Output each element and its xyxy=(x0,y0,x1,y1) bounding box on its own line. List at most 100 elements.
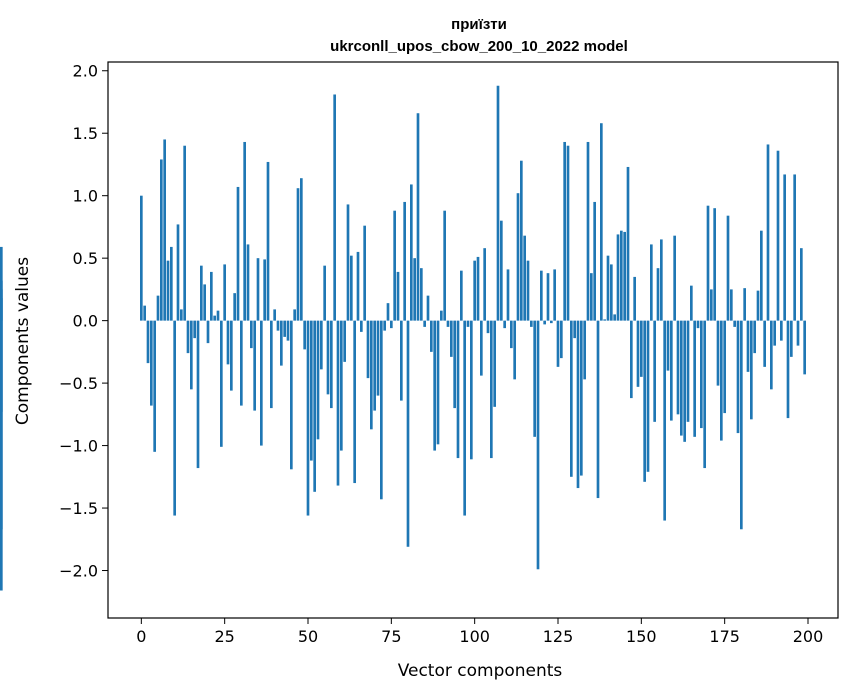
bar-83 xyxy=(416,113,420,321)
bar-76 xyxy=(393,210,396,321)
bar-36 xyxy=(260,320,263,446)
x-tick-label: 75 xyxy=(381,627,401,646)
bar-21 xyxy=(210,271,213,321)
bar-165 xyxy=(690,285,693,321)
bar-173 xyxy=(716,320,720,386)
bar-74 xyxy=(386,303,390,321)
bar-30 xyxy=(240,320,243,406)
bar-133 xyxy=(583,320,586,380)
bar-113 xyxy=(516,193,520,321)
bar-186 xyxy=(760,230,763,321)
bar-142 xyxy=(613,314,616,321)
bar-14 xyxy=(186,320,190,354)
bar-20 xyxy=(206,320,210,344)
bar-undefined xyxy=(0,246,3,321)
x-tick-label: 150 xyxy=(626,627,657,646)
bar-2 xyxy=(146,320,150,364)
bar-79 xyxy=(403,201,406,321)
bar-95 xyxy=(456,320,460,459)
bar-131 xyxy=(576,320,580,489)
bar-102 xyxy=(480,320,483,376)
x-axis-ticks: 0 25 50 75 100 125 150 175 200 xyxy=(136,618,823,646)
bar-15 xyxy=(190,320,193,390)
bar-85 xyxy=(423,320,426,327)
bar-156 xyxy=(660,239,663,321)
bar-undefined xyxy=(0,320,3,591)
bar-4 xyxy=(153,320,156,452)
x-tick-label: 200 xyxy=(793,627,824,646)
bar-43 xyxy=(283,320,286,337)
bar-49 xyxy=(303,320,306,350)
bar-73 xyxy=(383,320,386,331)
bar-65 xyxy=(356,251,360,321)
bar-0 xyxy=(140,195,143,321)
bar-162 xyxy=(680,320,683,436)
bar-25 xyxy=(223,264,226,321)
bar-180 xyxy=(740,320,743,530)
plot-frame xyxy=(107,61,839,619)
bar-115 xyxy=(523,235,526,321)
bar-140 xyxy=(606,255,610,321)
bar-130 xyxy=(573,320,576,339)
bar-184 xyxy=(753,320,756,354)
bar-47 xyxy=(296,188,300,321)
bar-119 xyxy=(536,320,540,570)
bar-148 xyxy=(633,276,636,321)
bar-106 xyxy=(493,320,496,407)
bar-41 xyxy=(276,320,280,331)
bar-167 xyxy=(696,320,700,329)
bar-46 xyxy=(293,309,296,321)
bar-108 xyxy=(500,220,503,321)
y-tick-label: 1.5 xyxy=(73,124,98,143)
bar-191 xyxy=(776,150,780,321)
bar-124 xyxy=(553,269,556,321)
bar-35 xyxy=(256,258,260,321)
bar-94 xyxy=(453,320,456,409)
bar-175 xyxy=(723,320,726,414)
bar-105 xyxy=(490,320,493,459)
bar-126 xyxy=(560,320,563,359)
bar-111 xyxy=(510,320,513,349)
bar-169 xyxy=(703,320,706,469)
bar-179 xyxy=(736,320,740,434)
bar-103 xyxy=(483,248,486,321)
bar-196 xyxy=(793,174,796,321)
bar-undefined xyxy=(0,298,3,321)
bar-160 xyxy=(673,235,676,321)
bar-38 xyxy=(266,161,270,321)
bar-19 xyxy=(203,284,206,321)
bar-101 xyxy=(476,256,480,321)
bar-122 xyxy=(546,273,550,321)
bar-59 xyxy=(336,320,340,486)
bar-141 xyxy=(610,264,613,321)
bar-97 xyxy=(463,320,466,516)
bar-163 xyxy=(683,320,686,442)
bar-78 xyxy=(400,320,403,401)
y-tick-label: −0.5 xyxy=(59,374,98,393)
bar-77 xyxy=(396,271,400,321)
bar-143 xyxy=(616,234,620,321)
bar-197 xyxy=(796,320,800,346)
bar-44 xyxy=(286,320,290,341)
bar-154 xyxy=(653,320,656,422)
bar-34 xyxy=(253,320,256,411)
bar-112 xyxy=(513,320,516,380)
x-tick-label: 175 xyxy=(709,627,740,646)
bar-146 xyxy=(626,166,630,321)
x-tick-label: 50 xyxy=(298,627,318,646)
bar-31 xyxy=(243,141,246,321)
bar-71 xyxy=(376,320,380,396)
x-tick-label: 125 xyxy=(543,627,574,646)
bar-100 xyxy=(473,260,476,321)
bar-174 xyxy=(720,320,723,441)
bar-128 xyxy=(566,145,570,321)
bar-10 xyxy=(173,320,176,516)
bar-18 xyxy=(200,265,203,321)
bar-62 xyxy=(346,204,350,321)
bar-16 xyxy=(193,320,196,339)
bar-116 xyxy=(526,260,530,321)
bar-1 xyxy=(143,305,146,321)
bar-28 xyxy=(233,293,236,321)
bar-144 xyxy=(620,230,623,321)
